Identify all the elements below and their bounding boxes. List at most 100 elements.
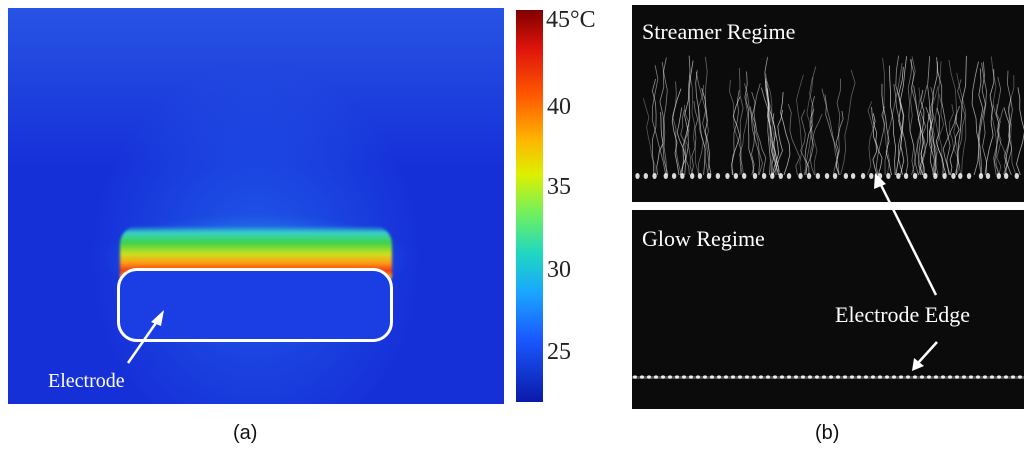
streamer-filament [895, 55, 904, 176]
streamer-filament [1004, 70, 1013, 176]
glow-dot [962, 375, 966, 379]
streamer-filament [1016, 87, 1024, 176]
glow-dot [647, 375, 651, 379]
streamer-filament [927, 114, 935, 176]
streamer-filament [935, 107, 947, 176]
streamer-root-dot [635, 173, 640, 179]
streamer-root-dot [778, 173, 783, 179]
streamer-filament [684, 55, 691, 176]
streamer-filament [978, 61, 986, 176]
streamer-filament [780, 92, 791, 176]
glow-dot [969, 375, 973, 379]
glow-dot [920, 375, 924, 379]
streamer-filament [695, 71, 710, 176]
streamer-root-dot [715, 173, 721, 179]
glow-dot [941, 375, 945, 379]
streamer-filament [927, 56, 936, 176]
glow-dot [976, 375, 980, 379]
streamer-filament [942, 105, 960, 176]
streamer-filament [765, 78, 777, 176]
streamer-filament [681, 60, 694, 176]
glow-dot [885, 375, 889, 379]
streamer-filament [919, 106, 930, 176]
streamer-filament [744, 71, 755, 176]
streamer-filament [809, 113, 823, 176]
streamer-root-dot [706, 173, 712, 179]
streamer-filament [731, 90, 740, 176]
streamer-filament [929, 109, 938, 176]
glow-dot [913, 375, 917, 379]
streamer-filament [765, 73, 775, 176]
streamer-root-dot [985, 173, 991, 179]
streamer-filament [701, 88, 712, 176]
streamer-root-dot [923, 173, 928, 179]
glow-dot [724, 375, 728, 379]
streamer-filament [872, 113, 878, 176]
streamer-filament [907, 59, 915, 176]
electrode-edge-label: Electrode Edge [835, 302, 970, 327]
streamer-filament [659, 57, 669, 176]
glow-dot [927, 375, 931, 379]
streamer-filament [1003, 107, 1012, 176]
streamer-filament [683, 104, 693, 176]
glow-dot [955, 375, 959, 379]
streamer-root-dot [1003, 173, 1009, 179]
glow-dot [878, 375, 882, 379]
streamer-root-dot [877, 173, 883, 179]
streamer-filament [642, 98, 656, 176]
glow-base-line [632, 376, 1024, 379]
streamer-root-dot [798, 173, 803, 179]
colorbar-tick-25: 25 [547, 339, 571, 365]
streamer-filament [899, 56, 907, 176]
streamer-filament [990, 56, 999, 176]
glow-dot [906, 375, 910, 379]
streamer-filament [984, 68, 995, 176]
streamer-filament [651, 78, 657, 176]
glow-dot [892, 375, 896, 379]
streamer-root-dot [663, 173, 668, 179]
streamer-filament [750, 83, 761, 176]
streamer-root-dot [951, 173, 956, 179]
glow-dot [815, 375, 819, 379]
glow-dot [682, 375, 686, 379]
streamer-root-dot [850, 173, 856, 179]
streamer-filament [738, 68, 744, 176]
glow-dot [675, 375, 679, 379]
streamer-root-dot [996, 173, 1001, 179]
glow-dot [997, 375, 1001, 379]
glow-dot [843, 375, 847, 379]
glow-dot [717, 375, 721, 379]
streamer-root-dot [652, 173, 657, 179]
glow-dot [899, 375, 903, 379]
caption-b: (b) [815, 422, 840, 444]
streamer-filament [992, 104, 1002, 176]
glow-dot [731, 375, 735, 379]
glow-dot [850, 375, 854, 379]
streamer-root-dot [843, 173, 849, 179]
streamer-filament [766, 88, 780, 176]
streamer-regime-image: Streamer Regime [632, 5, 1024, 202]
streamer-filament [917, 85, 928, 176]
glow-discharge-line [632, 375, 1024, 379]
streamer-filament [909, 56, 916, 176]
glow-dot [759, 375, 763, 379]
streamer-filament [804, 66, 817, 176]
glow-dot [864, 375, 868, 379]
glow-dot [766, 375, 770, 379]
glow-dot [773, 375, 777, 379]
streamer-filament [882, 57, 890, 176]
streamer-filament [928, 61, 938, 176]
streamer-filament [916, 87, 923, 176]
glow-dot [794, 375, 798, 379]
glow-dot [990, 375, 994, 379]
streamer-root-dot [741, 173, 747, 179]
caption-a: (a) [233, 422, 258, 444]
streamer-filament [1008, 75, 1017, 176]
streamer-filament [695, 70, 706, 176]
glow-dot [661, 375, 665, 379]
streamer-regime-title: Streamer Regime [642, 19, 796, 44]
glow-dot [752, 375, 756, 379]
glow-dot [710, 375, 714, 379]
streamer-root-dot [815, 173, 821, 179]
streamer-root-dot [689, 173, 695, 179]
